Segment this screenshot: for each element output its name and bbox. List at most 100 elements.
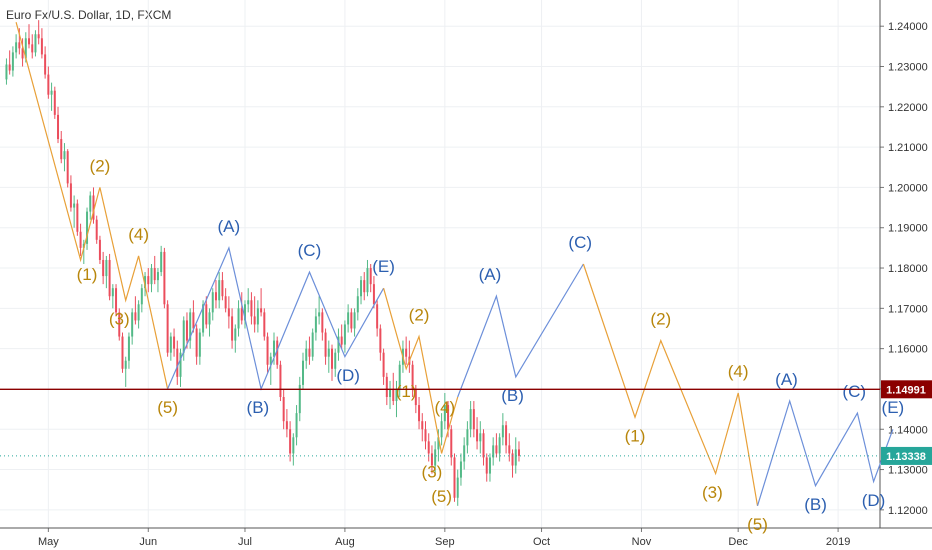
x-tick-label: Dec [728,536,748,548]
candle-body [57,114,60,140]
candle-body [456,477,459,498]
candle-body [282,397,285,422]
wave-label: (E) [372,257,395,276]
candle-body [289,429,292,454]
candle-body [134,312,137,321]
candle-body [450,429,453,458]
candle-body [37,34,40,39]
candle-body [243,304,246,321]
wave-label: (1) [77,265,98,284]
y-tick-label: 1.13000 [888,465,928,477]
wave-paths [15,22,894,506]
wave-path-impulse [582,263,759,506]
candle-body [111,288,114,297]
wave-label: (3) [702,483,723,502]
candle-body [250,300,253,317]
candle-body [498,437,501,454]
chart-title: Euro Fx/U.S. Dollar, 1D, FXCM [6,8,172,22]
candle-body [508,445,511,454]
candle-body [234,328,237,341]
candle-body [102,259,105,277]
candle-body [108,259,111,297]
candle-body [505,425,508,446]
candle-body [169,336,172,353]
y-tick-label: 1.19000 [888,223,928,235]
wave-labels: (2) (1) (4) (3) (5) (A) (B) (C) (D) (E) (2) (1) (4) (… [77,156,905,534]
wave-label: (D) [336,366,360,385]
candle-body [86,211,89,244]
candle-body [21,48,24,59]
candle-body [327,348,330,357]
candle-body [124,360,127,369]
candle-body [488,457,491,474]
candle-body [363,280,366,293]
candle-body [479,433,482,442]
candle-body [276,340,279,365]
y-tick-label: 1.24000 [888,21,928,33]
candle-body [195,328,198,357]
wave-path-impulse [15,22,169,390]
candle-body [476,429,479,442]
candle-body [424,429,427,442]
candle-body [179,352,182,377]
candle-body [311,332,314,357]
candle-body [8,64,11,71]
candle-body [76,203,79,232]
candle-body [237,308,240,329]
wave-path-correction [756,398,894,506]
candle-body [150,268,153,285]
candle-body [466,429,469,446]
y-tick-label: 1.21000 [888,142,928,154]
wave-label: (D) [862,491,886,510]
candle-body [28,38,31,45]
candle-body [266,336,269,365]
wave-label: (4) [728,362,749,381]
wave-label: (3) [422,463,443,482]
x-tick-label: Aug [335,536,355,548]
wave-label: (1) [396,382,417,401]
candle-body [314,316,317,333]
candle-body [44,54,47,75]
x-tick-label: Oct [533,536,550,548]
candle-body [263,312,266,337]
y-axis: 1.24000 1.23000 1.22000 1.21000 1.20000 1.190… [879,0,928,528]
candle-body [292,437,295,454]
candle-body [334,352,337,369]
candle-body [92,195,95,220]
candle-body [192,312,195,329]
candle-body [176,348,179,377]
wave-label: (B) [501,386,524,405]
candle-body [398,364,401,389]
candle-body [485,457,488,474]
candle-body [372,284,375,305]
candle-body [501,425,504,438]
candle-body [295,413,298,438]
candle-body [205,304,208,325]
candle-body [60,139,63,160]
x-axis: May Jun Jul Aug Sep Oct Nov Dec 2019 [0,527,932,548]
candle-body [189,312,192,341]
wave-label: (5) [431,487,452,506]
candle-body [121,336,124,369]
wave-label: (2) [90,156,111,175]
candle-body [447,405,450,430]
candle-body [166,304,169,353]
candle-body [11,52,14,71]
wave-label: (C) [842,382,866,401]
candle-body [340,336,343,345]
candle-body [153,268,156,281]
candle-body [356,296,359,313]
candle-body [376,304,379,329]
candle-body [50,90,53,95]
candles [5,20,520,506]
candle-body [298,384,301,414]
candle-body [453,457,456,498]
wave-label: (A) [479,265,502,284]
candle-body [24,38,27,59]
wave-label: (A) [775,370,798,389]
candle-body [224,296,227,309]
wave-label: (C) [298,241,322,260]
candle-body [105,259,108,277]
candle-body [31,44,34,53]
